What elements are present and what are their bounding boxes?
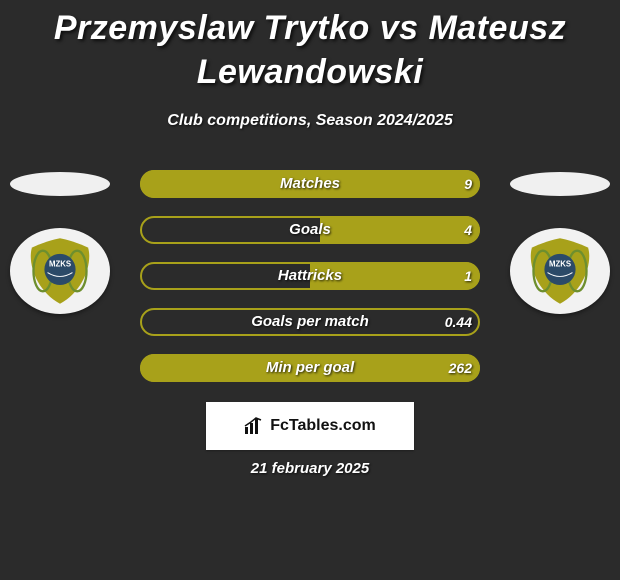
stat-pill: Hattricks bbox=[140, 262, 480, 290]
stat-pill: Goals bbox=[140, 216, 480, 244]
brand-badge[interactable]: FcTables.com bbox=[206, 402, 414, 450]
pill-fill bbox=[140, 354, 480, 382]
comparison-card: Przemyslaw Trytko vs Mateusz Lewandowski… bbox=[0, 0, 620, 580]
brand-label: FcTables.com bbox=[270, 417, 376, 435]
subtitle: Club competitions, Season 2024/2025 bbox=[0, 112, 620, 130]
stat-value-right: 1 bbox=[464, 262, 472, 290]
stat-value-right: 4 bbox=[464, 216, 472, 244]
pill-fill bbox=[140, 170, 480, 198]
stat-pill: Matches bbox=[140, 170, 480, 198]
pill-fill-right bbox=[310, 262, 480, 290]
stat-pill: Min per goal bbox=[140, 354, 480, 382]
page-title: Przemyslaw Trytko vs Mateusz Lewandowski bbox=[0, 0, 620, 94]
stat-pill: Goals per match bbox=[140, 308, 480, 336]
stat-value-right: 262 bbox=[449, 354, 472, 382]
stats-container: MZKS MZKS bbox=[0, 170, 620, 400]
stat-row: Goals4 bbox=[0, 216, 620, 262]
bars-icon bbox=[244, 417, 266, 435]
stat-row: Min per goal262 bbox=[0, 354, 620, 400]
stat-value-right: 9 bbox=[464, 170, 472, 198]
stat-row: Hattricks1 bbox=[0, 262, 620, 308]
stat-row: Goals per match0.44 bbox=[0, 308, 620, 354]
stat-rows: Matches9Goals4Hattricks1Goals per match0… bbox=[0, 170, 620, 400]
pill-border bbox=[140, 308, 480, 336]
stat-row: Matches9 bbox=[0, 170, 620, 216]
stat-label: Goals per match bbox=[140, 308, 480, 336]
stat-value-right: 0.44 bbox=[445, 308, 472, 336]
date-label: 21 february 2025 bbox=[0, 460, 620, 477]
pill-fill-right bbox=[320, 216, 480, 244]
